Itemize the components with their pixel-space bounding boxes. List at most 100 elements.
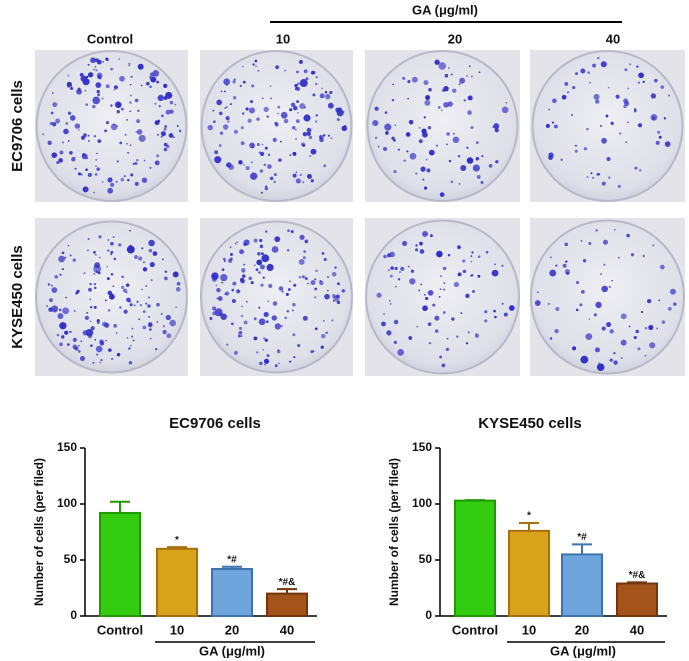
- colony: [253, 336, 258, 341]
- colony: [226, 164, 229, 167]
- colony: [263, 337, 266, 340]
- colony: [393, 319, 399, 325]
- colony: [441, 363, 446, 368]
- colony: [297, 82, 300, 86]
- colony: [89, 306, 93, 309]
- colony: [296, 100, 299, 103]
- colony: [565, 260, 568, 263]
- colony: [261, 97, 264, 100]
- colony: [266, 354, 270, 357]
- colony: [160, 114, 164, 118]
- colony: [466, 146, 469, 150]
- colony: [131, 335, 134, 338]
- colony: [453, 281, 460, 288]
- colony: [650, 93, 657, 99]
- colony: [605, 114, 609, 118]
- colony: [457, 245, 461, 250]
- colony: [214, 150, 219, 155]
- column-label: 40: [606, 31, 620, 46]
- colony: [77, 349, 81, 353]
- colonies: [209, 229, 346, 368]
- colony: [426, 168, 431, 173]
- colony: [107, 187, 114, 194]
- colony: [250, 281, 254, 285]
- colony: [99, 361, 102, 364]
- colony: [232, 80, 236, 84]
- colony: [251, 84, 255, 88]
- colony: [145, 81, 150, 86]
- colony: [84, 89, 87, 92]
- colony: [501, 264, 504, 267]
- colony: [457, 272, 462, 277]
- colony: [93, 272, 96, 275]
- colony: [484, 319, 488, 323]
- colony: [138, 256, 143, 261]
- colony: [418, 127, 421, 129]
- colony: [248, 276, 252, 281]
- colony: [128, 64, 131, 67]
- colony: [392, 83, 394, 86]
- colony: [600, 61, 607, 68]
- colony: [113, 85, 119, 90]
- colony: [303, 114, 311, 122]
- bar: [266, 592, 308, 617]
- colony: [248, 107, 256, 114]
- colony: [297, 343, 301, 348]
- colony: [480, 180, 484, 184]
- colony: [263, 163, 267, 167]
- colony: [72, 258, 76, 262]
- colony: [115, 180, 118, 183]
- colony: [154, 102, 157, 105]
- column-label: Control: [87, 31, 133, 46]
- colony: [331, 319, 334, 322]
- colony: [122, 288, 128, 293]
- colony: [54, 309, 56, 312]
- column-label: 20: [448, 31, 462, 46]
- colony: [640, 310, 644, 314]
- colony: [319, 93, 325, 99]
- colony: [57, 313, 64, 319]
- colony: [652, 244, 655, 247]
- colony: [267, 153, 271, 156]
- colony: [47, 140, 52, 145]
- colony: [176, 281, 181, 286]
- colony: [134, 181, 139, 186]
- colony: [494, 315, 497, 319]
- colony: [470, 274, 474, 277]
- colony: [547, 302, 550, 305]
- colony: [402, 240, 408, 247]
- colony: [626, 121, 629, 123]
- colony: [425, 158, 428, 161]
- significance-label: *#: [227, 554, 237, 565]
- colony: [280, 324, 283, 327]
- colony: [484, 310, 488, 314]
- colony: [229, 103, 232, 106]
- colony: [552, 98, 557, 104]
- colony: [59, 150, 64, 155]
- colony: [337, 282, 340, 286]
- colony: [222, 124, 229, 130]
- colony: [250, 172, 258, 180]
- colony: [237, 334, 241, 338]
- colony: [260, 283, 264, 287]
- colony: [374, 106, 379, 111]
- colony: [628, 325, 631, 328]
- colony: [135, 131, 138, 133]
- colony: [259, 238, 263, 243]
- colony: [306, 127, 312, 133]
- colony: [470, 260, 473, 263]
- colony: [427, 322, 432, 326]
- colony: [324, 91, 328, 94]
- colony: [286, 310, 289, 313]
- colony: [89, 298, 92, 301]
- colony: [157, 119, 161, 123]
- colony: [443, 288, 445, 291]
- colony: [600, 273, 602, 275]
- colony: [162, 325, 165, 328]
- colony: [97, 139, 102, 143]
- colony: [271, 246, 279, 253]
- y-tick-label: 50: [419, 552, 433, 566]
- colony: [663, 117, 667, 120]
- colony: [588, 318, 591, 320]
- colony: [88, 334, 93, 339]
